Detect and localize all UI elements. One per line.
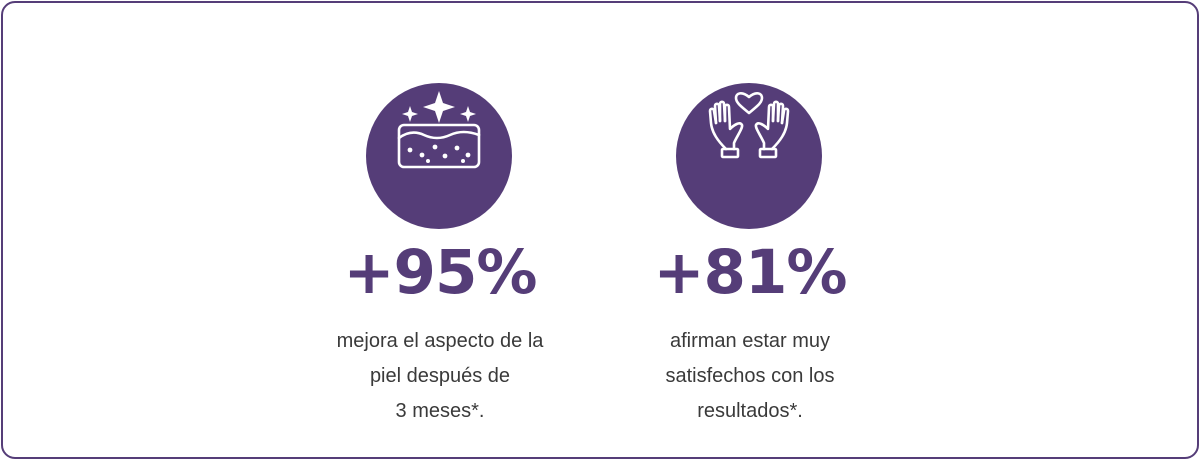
- stat-description-line: piel después de: [369, 365, 511, 387]
- stat-description-line: mejora el aspecto de la: [336, 330, 544, 352]
- sparkling-skin-icon: [397, 91, 481, 169]
- stat-description-line: resultados*.: [697, 400, 803, 422]
- icon-circle: [676, 83, 822, 229]
- stat-description-line: satisfechos con los: [665, 365, 835, 387]
- stat-description-line: 3 meses*.: [395, 400, 485, 422]
- stat-description-line: afirman estar muy: [669, 330, 831, 352]
- icon-circle: [366, 83, 512, 229]
- stat-description: mejora el aspecto de la piel después de …: [290, 324, 590, 429]
- stat-value: +81%: [653, 237, 847, 308]
- stat-value: +95%: [343, 237, 537, 308]
- hands-heart-icon: [708, 92, 790, 159]
- stat-description: afirman estar muy satisfechos con los re…: [600, 324, 900, 429]
